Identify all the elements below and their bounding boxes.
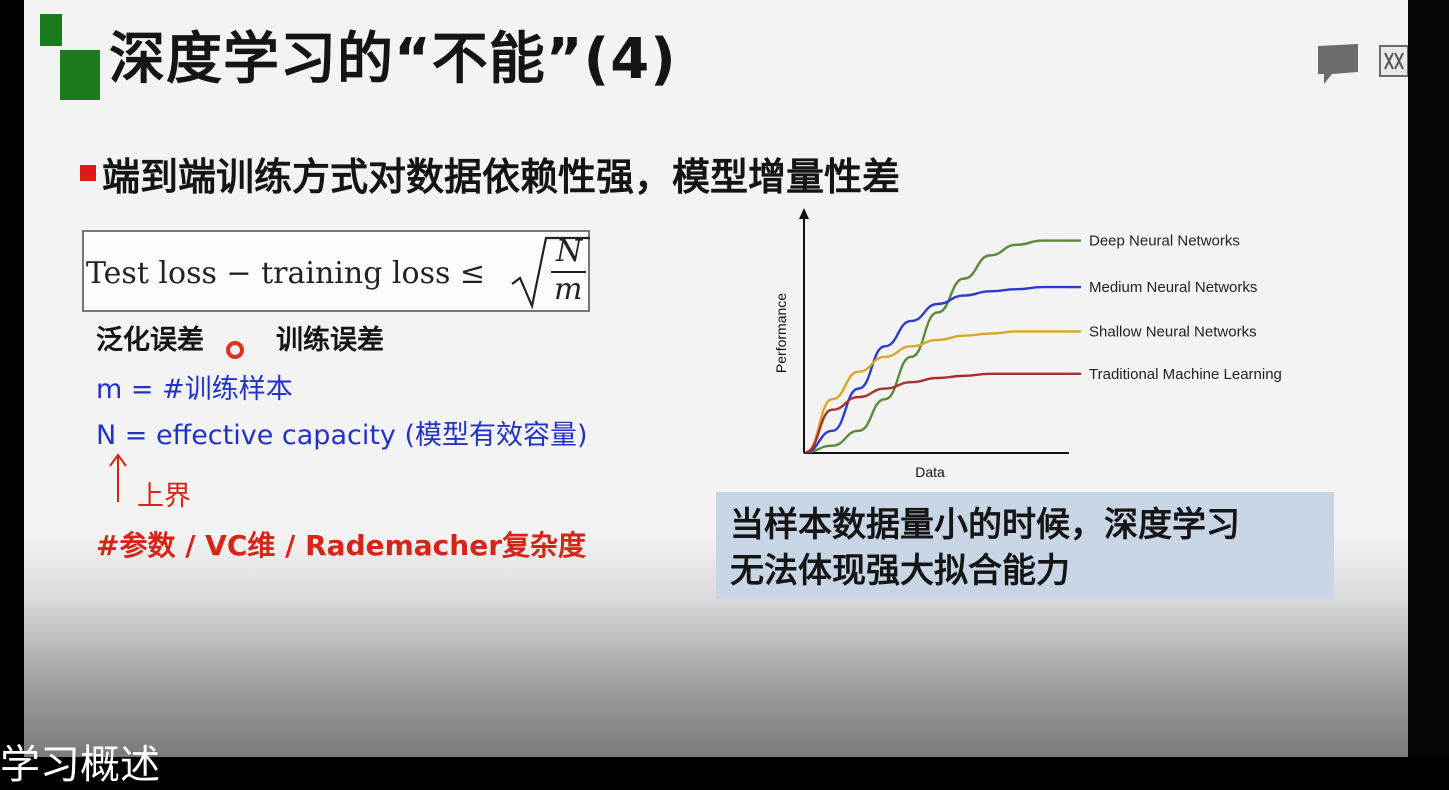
series-label-0: Deep Neural Networks xyxy=(1089,233,1240,250)
comment-icon[interactable] xyxy=(1314,38,1408,88)
cursor-pointer-icon xyxy=(226,341,244,359)
generalization-error-label: 泛化误差 xyxy=(96,325,204,356)
bullet-square-icon xyxy=(80,165,96,181)
callout-text: 当样本数据量小的时候，深度学习 无法体现强大拟合能力 xyxy=(730,502,1240,594)
series-line-3 xyxy=(805,372,1069,454)
series-label-3: Traditional Machine Learning xyxy=(1089,366,1282,383)
right-black-bar xyxy=(1408,0,1449,757)
video-caption: 学习概述 xyxy=(0,742,160,788)
x-axis-label: Data xyxy=(915,464,945,480)
slide-title: 深度学习的“不能”(4) xyxy=(109,27,677,92)
formula-box: Test loss − training loss ≤ N m xyxy=(82,230,590,312)
complexity-measures: #参数 / VC维 / Rademacher复杂度 xyxy=(96,529,587,562)
series-label-2: Shallow Neural Networks xyxy=(1089,323,1257,340)
y-axis-arrow-icon xyxy=(799,208,809,219)
n-definition: N = effective capacity (模型有效容量) xyxy=(96,420,588,451)
m-definition: m = #训练样本 xyxy=(96,374,293,405)
y-axis-label: Performance xyxy=(773,293,789,373)
performance-chart: Performance Data Deep Neural Networks Med… xyxy=(773,208,1282,480)
up-arrow-icon xyxy=(109,453,127,502)
slide: 深度学习的“不能”(4) 端到端训练方式对数据依赖性强，模型增量性差 Test … xyxy=(24,0,1408,757)
formula-lhs: Test loss − training loss ≤ xyxy=(86,256,486,291)
series-line-0 xyxy=(805,239,1069,454)
series-label-1: Medium Neural Networks xyxy=(1089,279,1257,296)
callout-line-1: 当样本数据量小的时候，深度学习 xyxy=(730,505,1240,545)
training-error-label: 训练误差 xyxy=(276,325,384,356)
series-line-2 xyxy=(805,330,1069,454)
bullet-text: 端到端训练方式对数据依赖性强，模型增量性差 xyxy=(102,155,901,199)
sqrt-symbol xyxy=(511,236,590,310)
callout-box: 当样本数据量小的时候，深度学习 无法体现强大拟合能力 xyxy=(716,492,1334,599)
fraction-denominator: m xyxy=(554,272,583,307)
callout-line-2: 无法体现强大拟合能力 xyxy=(730,551,1070,591)
upper-bound-label: 上界 xyxy=(137,481,191,512)
fraction-numerator: N xyxy=(556,234,583,269)
